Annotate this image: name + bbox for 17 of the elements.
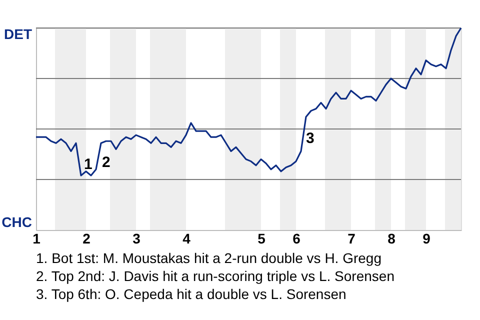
x-tick-label: 9 [422,230,431,246]
x-tick-label: 6 [292,230,301,246]
annotation: 3 [306,130,314,147]
x-tick-label: 5 [258,230,266,246]
annotation: 1 [84,156,92,173]
x-tick-label: 1 [32,230,41,246]
text: 2. Top 2nd: J. Davis hit a run-scoring triple vs L. Sorensen [36,268,394,284]
x-tick-label: 4 [182,230,191,246]
text: CHC [2,214,32,230]
text: 1. Bot 1st: M. Moustakas hit a 2-run double vs H. Gregg [36,250,382,266]
text: 3. Top 6th: O. Cepeda hit a double vs L. Sorensen [36,286,346,302]
x-tick-label: 7 [348,230,356,246]
x-tick-label: 3 [132,230,141,246]
x-tick-label: 2 [82,230,91,246]
annotation: 2 [102,154,110,171]
x-tick-label: 8 [388,230,396,246]
text: DET [4,26,32,42]
